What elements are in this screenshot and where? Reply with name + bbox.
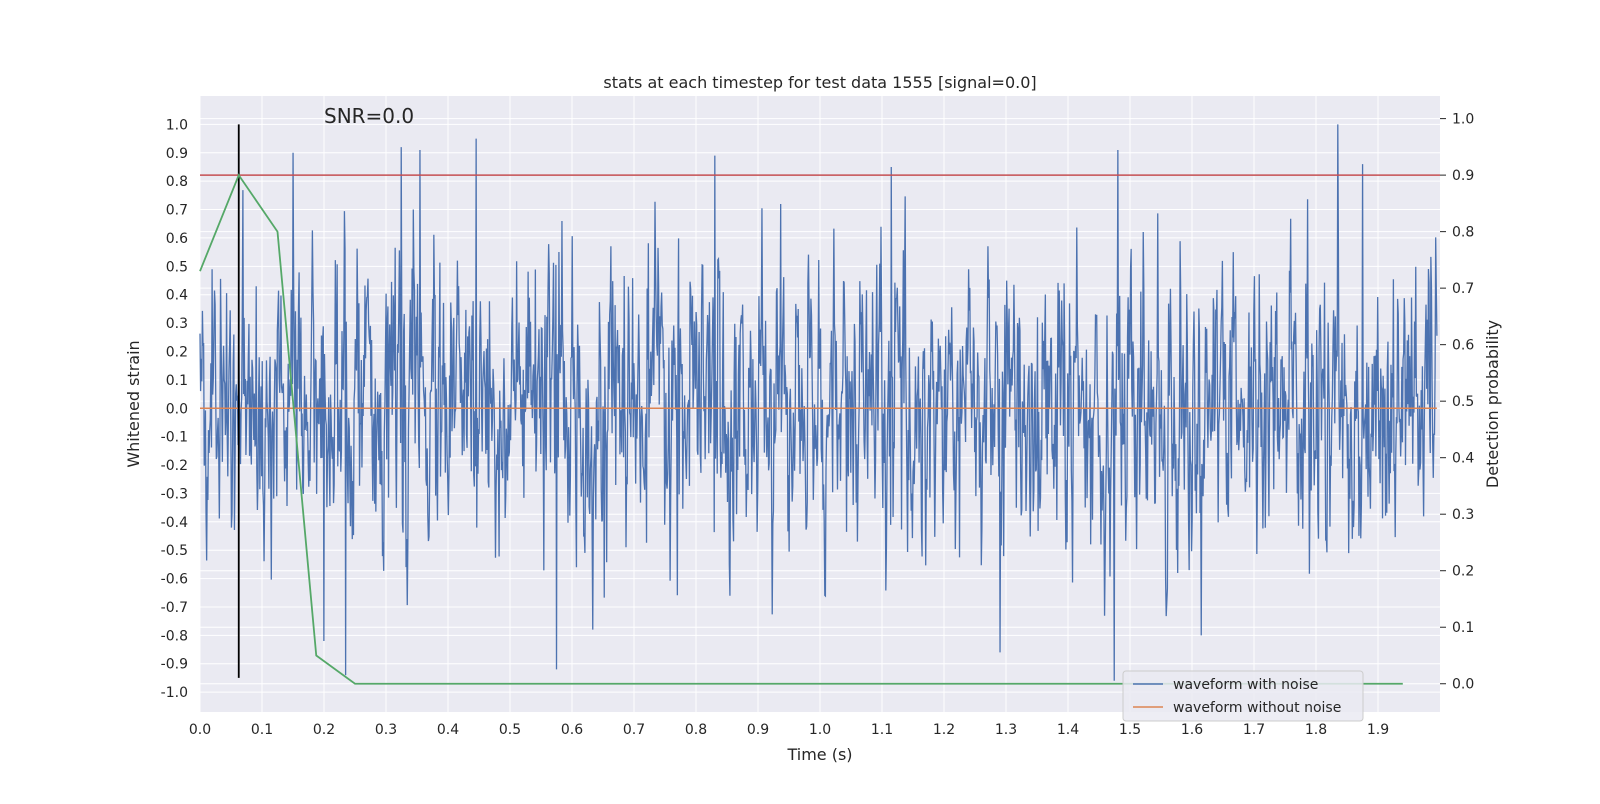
- y-left-tick-label: 0.6: [166, 231, 188, 247]
- y-left-tick-label: -0.4: [161, 515, 188, 531]
- y-right-axis-label: Detection probability: [1483, 320, 1502, 488]
- x-tick-label: 0.6: [561, 722, 583, 738]
- legend-label-noise: waveform with noise: [1173, 677, 1318, 693]
- y-left-tick-label: -0.8: [161, 628, 188, 644]
- y-left-tick-label: 0.1: [166, 373, 188, 389]
- y-right-tick-label: 0.8: [1452, 225, 1474, 241]
- legend-frame: [1122, 670, 1364, 722]
- waveform-with-noise-line: [199, 124, 1438, 681]
- y-left-tick-label: -0.9: [161, 657, 188, 673]
- x-axis-label: Time (s): [786, 745, 852, 764]
- series-detection-probability: [199, 173, 1403, 685]
- y-left-tick-label: 1.0: [166, 117, 188, 133]
- y-left-tick-label: 0.0: [166, 401, 188, 417]
- x-tick-label: 0.3: [375, 722, 397, 738]
- x-tick-label: 1.9: [1367, 722, 1389, 738]
- y-left-axis-label: Whitened strain: [124, 340, 143, 467]
- y-left-tick-label: -0.1: [161, 430, 188, 446]
- y-right-tick-label: 0.6: [1452, 338, 1474, 354]
- y-left-tick-label: -0.3: [161, 486, 188, 502]
- y-right-tick-label: 0.2: [1452, 564, 1474, 580]
- y-right-tick-label: 0.5: [1452, 394, 1474, 410]
- y-left-tick-label: -0.6: [161, 572, 188, 588]
- y-left-tick-label: 0.7: [166, 203, 188, 219]
- y-left-axis-ticks: 1.0 0.9 0.8 0.7 0.6 0.5 0.4 0.3 0.2 0.1 0.0 -0.1 -0.…: [161, 117, 188, 701]
- y-right-tick-label: 0.7: [1452, 281, 1474, 297]
- y-right-tick-label: 0.4: [1452, 451, 1474, 467]
- x-tick-label: 1.7: [1243, 722, 1265, 738]
- series-waveform-with-noise: [199, 124, 1438, 681]
- x-tick-label: 1.2: [933, 722, 955, 738]
- y-left-tick-label: 0.2: [166, 344, 188, 360]
- y-right-tick-label: 0.9: [1452, 168, 1474, 184]
- y-left-tick-label: 0.4: [166, 288, 188, 304]
- detection-probability-line: [199, 173, 1403, 685]
- y-left-tick-label: 0.5: [166, 259, 188, 275]
- x-axis-ticks: 0.0 0.1 0.2 0.3 0.4 0.5 0.6 0.7 0.8 0.9 1.0 1.1 1.2 1…: [189, 722, 1389, 738]
- snr-annotation: SNR=0.0: [324, 104, 414, 128]
- x-tick-label: 1.6: [1181, 722, 1203, 738]
- x-tick-label: 0.4: [437, 722, 459, 738]
- y-left-tick-label: -1.0: [161, 685, 188, 701]
- x-tick-label: 0.7: [623, 722, 645, 738]
- y-right-axis-ticks: 1.0 0.9 0.8 0.7 0.6 0.5 0.4 0.3 0.2 0.1 0.0: [1440, 112, 1474, 693]
- x-tick-label: 0.1: [251, 722, 273, 738]
- y-left-tick-label: -0.7: [161, 600, 188, 616]
- y-right-tick-label: 0.3: [1452, 507, 1474, 523]
- x-tick-label: 1.1: [871, 722, 893, 738]
- chart-title: stats at each timestep for test data 155…: [603, 73, 1036, 92]
- x-tick-label: 1.8: [1305, 722, 1327, 738]
- x-tick-label: 0.2: [313, 722, 335, 738]
- y-left-tick-label: 0.8: [166, 174, 188, 190]
- x-tick-label: 1.5: [1119, 722, 1141, 738]
- x-tick-label: 0.8: [685, 722, 707, 738]
- legend-label-clean: waveform without noise: [1173, 700, 1341, 716]
- legend: waveform with noise waveform without noi…: [1122, 670, 1364, 722]
- x-tick-label: 0.5: [499, 722, 521, 738]
- x-tick-label: 1.4: [1057, 722, 1079, 738]
- x-tick-label: 1.0: [809, 722, 831, 738]
- x-tick-label: 1.3: [995, 722, 1017, 738]
- y-left-tick-label: 0.9: [166, 146, 188, 162]
- x-tick-label: 0.9: [747, 722, 769, 738]
- y-right-tick-label: 0.0: [1452, 677, 1474, 693]
- y-right-tick-label: 1.0: [1452, 112, 1474, 128]
- x-tick-label: 0.0: [189, 722, 211, 738]
- y-left-tick-label: -0.5: [161, 543, 188, 559]
- y-left-tick-label: 0.3: [166, 316, 188, 332]
- y-right-tick-label: 0.1: [1452, 620, 1474, 636]
- y-left-tick-label: -0.2: [161, 458, 188, 474]
